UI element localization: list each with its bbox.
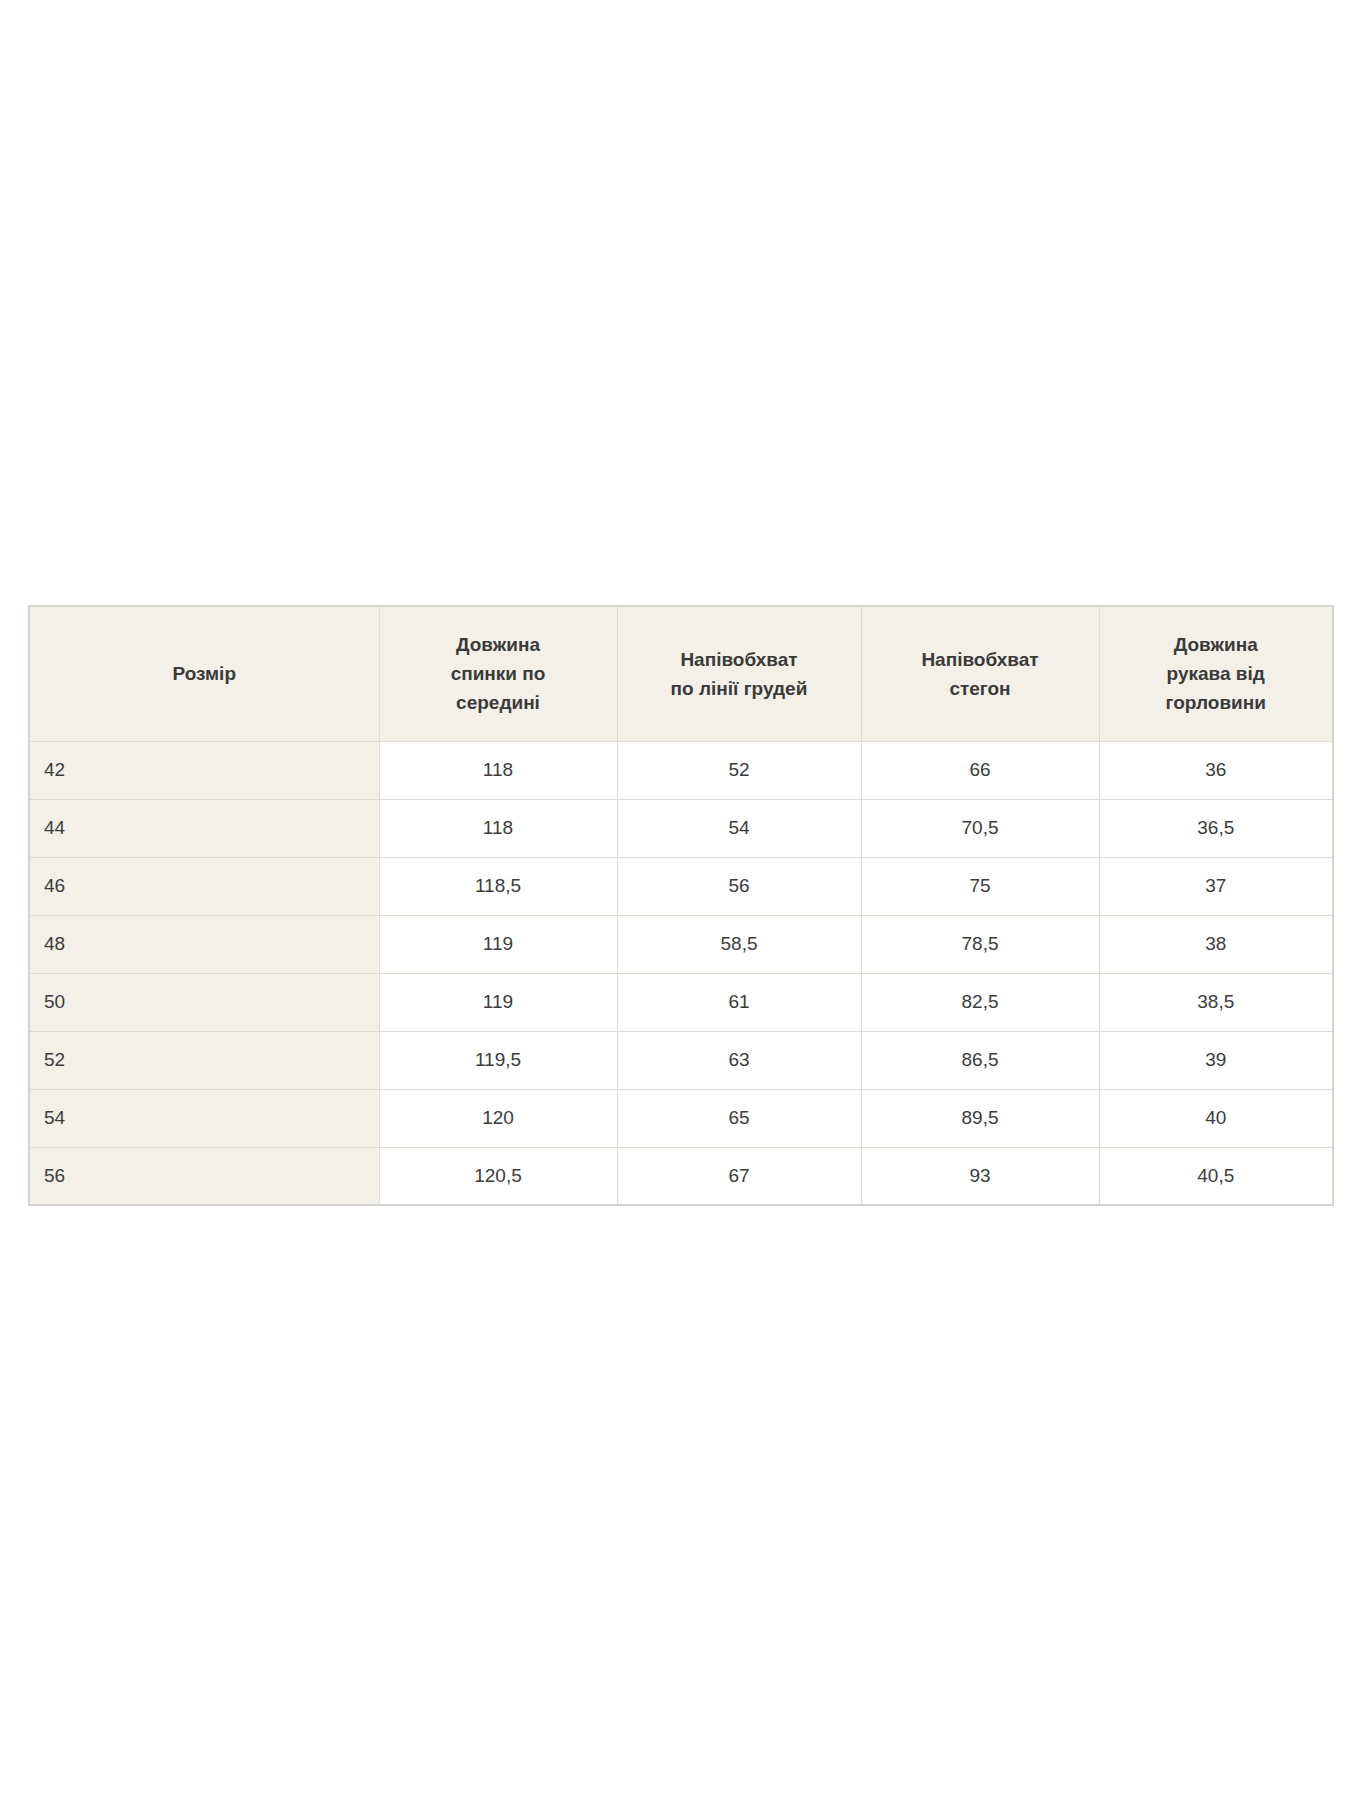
column-header-1: Довжина спинки по середині xyxy=(379,606,617,741)
value-cell: 38 xyxy=(1099,915,1333,973)
table-row: 56120,5679340,5 xyxy=(29,1147,1333,1205)
column-header-4: Довжина рукава від горловини xyxy=(1099,606,1333,741)
value-cell: 40 xyxy=(1099,1089,1333,1147)
value-cell: 65 xyxy=(617,1089,861,1147)
value-cell: 36,5 xyxy=(1099,799,1333,857)
value-cell: 86,5 xyxy=(861,1031,1099,1089)
value-cell: 75 xyxy=(861,857,1099,915)
value-cell: 118 xyxy=(379,741,617,799)
value-cell: 40,5 xyxy=(1099,1147,1333,1205)
value-cell: 67 xyxy=(617,1147,861,1205)
value-cell: 52 xyxy=(617,741,861,799)
value-cell: 118,5 xyxy=(379,857,617,915)
value-cell: 93 xyxy=(861,1147,1099,1205)
size-cell: 52 xyxy=(29,1031,379,1089)
value-cell: 89,5 xyxy=(861,1089,1099,1147)
table-row: 52119,56386,539 xyxy=(29,1031,1333,1089)
column-header-2: Напівобхват по лінії грудей xyxy=(617,606,861,741)
value-cell: 119 xyxy=(379,915,617,973)
table-row: 4811958,578,538 xyxy=(29,915,1333,973)
value-cell: 38,5 xyxy=(1099,973,1333,1031)
value-cell: 37 xyxy=(1099,857,1333,915)
column-header-3: Напівобхват стегон xyxy=(861,606,1099,741)
value-cell: 36 xyxy=(1099,741,1333,799)
size-cell: 44 xyxy=(29,799,379,857)
value-cell: 78,5 xyxy=(861,915,1099,973)
value-cell: 82,5 xyxy=(861,973,1099,1031)
size-table-header-row: РозмірДовжина спинки по серединіНапівобх… xyxy=(29,606,1333,741)
table-row: 42118526636 xyxy=(29,741,1333,799)
page: { "page": { "background_color": "#ffffff… xyxy=(0,0,1350,1800)
value-cell: 119,5 xyxy=(379,1031,617,1089)
column-header-0: Розмір xyxy=(29,606,379,741)
size-cell: 48 xyxy=(29,915,379,973)
value-cell: 54 xyxy=(617,799,861,857)
size-cell: 42 xyxy=(29,741,379,799)
value-cell: 58,5 xyxy=(617,915,861,973)
size-chart-section: РозмірДовжина спинки по серединіНапівобх… xyxy=(28,605,1332,1206)
size-cell: 50 xyxy=(29,973,379,1031)
table-row: 46118,5567537 xyxy=(29,857,1333,915)
value-cell: 120,5 xyxy=(379,1147,617,1205)
size-cell: 46 xyxy=(29,857,379,915)
value-cell: 39 xyxy=(1099,1031,1333,1089)
value-cell: 119 xyxy=(379,973,617,1031)
size-table-body: 42118526636441185470,536,546118,55675374… xyxy=(29,741,1333,1205)
table-row: 441185470,536,5 xyxy=(29,799,1333,857)
value-cell: 66 xyxy=(861,741,1099,799)
value-cell: 120 xyxy=(379,1089,617,1147)
size-cell: 54 xyxy=(29,1089,379,1147)
value-cell: 118 xyxy=(379,799,617,857)
value-cell: 56 xyxy=(617,857,861,915)
value-cell: 61 xyxy=(617,973,861,1031)
value-cell: 70,5 xyxy=(861,799,1099,857)
table-row: 541206589,540 xyxy=(29,1089,1333,1147)
size-table-head: РозмірДовжина спинки по серединіНапівобх… xyxy=(29,606,1333,741)
size-cell: 56 xyxy=(29,1147,379,1205)
size-table: РозмірДовжина спинки по серединіНапівобх… xyxy=(28,605,1334,1206)
table-row: 501196182,538,5 xyxy=(29,973,1333,1031)
value-cell: 63 xyxy=(617,1031,861,1089)
